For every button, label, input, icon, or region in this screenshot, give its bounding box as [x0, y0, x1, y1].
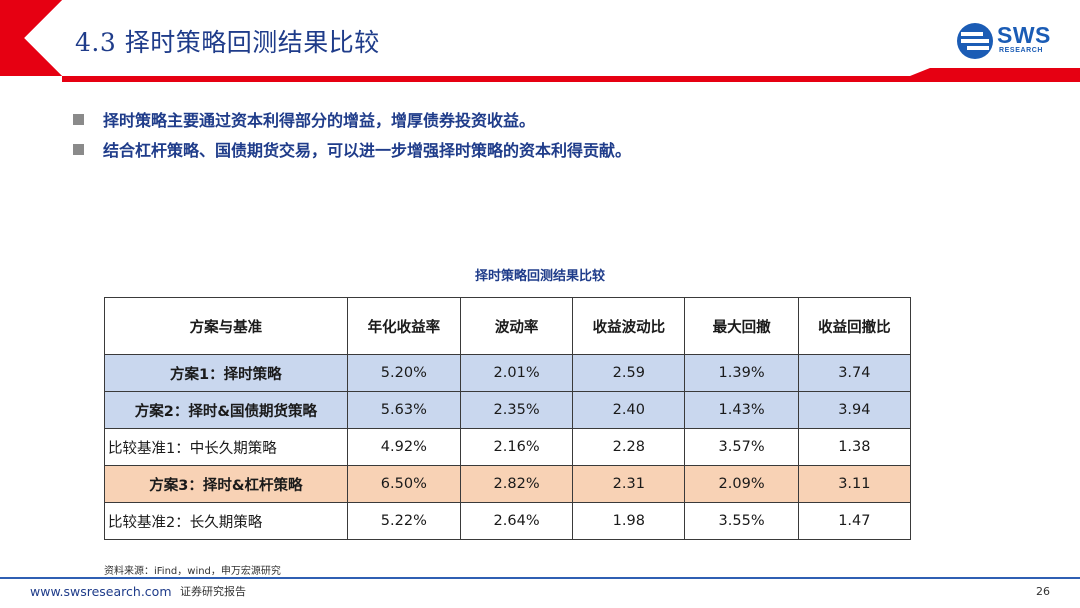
table-cell: 1.38: [797, 428, 912, 466]
table-cell: 5.20%: [346, 354, 461, 392]
table-cell: 3.94: [797, 391, 912, 429]
table-cell: 1.98: [572, 502, 686, 540]
table-cell: 6.50%: [346, 465, 461, 503]
footer-label: 证券研究报告: [180, 585, 246, 598]
table-cell: 5.63%: [346, 391, 461, 429]
table-row: 比较基准2：长久期策略 5.22% 2.64% 1.98 3.55% 1.47: [104, 502, 912, 540]
column-header: 波动率: [459, 297, 574, 355]
table-cell: 1.39%: [684, 354, 799, 392]
table-row: 比较基准1：中长久期策略 4.92% 2.16% 2.28 3.57% 1.38: [104, 428, 912, 466]
table-row: 方案1：择时策略 5.20% 2.01% 2.59 1.39% 3.74: [104, 354, 912, 392]
row-label: 方案2：择时&国债期货策略: [104, 391, 348, 429]
table-cell: 3.57%: [684, 428, 799, 466]
table-cell: 3.55%: [684, 502, 799, 540]
footer-website-link[interactable]: www.swsresearch.com: [30, 584, 172, 599]
table-row: 方案3：择时&杠杆策略 6.50% 2.82% 2.31 2.09% 3.11: [104, 465, 912, 503]
logo-text: SWS: [997, 22, 1051, 48]
table-cell: 2.31: [572, 465, 686, 503]
table-cell: 3.11: [797, 465, 912, 503]
table-cell: 4.92%: [346, 428, 461, 466]
column-header: 方案与基准: [104, 297, 348, 355]
square-bullet-icon: [73, 143, 84, 155]
bullet-item: 择时策略主要通过资本利得部分的增益，增厚债券投资收益。: [73, 104, 631, 134]
bullet-text: 择时策略主要通过资本利得部分的增益，增厚债券投资收益。: [103, 111, 536, 130]
table-cell: 2.28: [572, 428, 686, 466]
page-number: 26: [1036, 585, 1050, 598]
square-bullet-icon: [73, 113, 84, 125]
page-title: 4.3 择时策略回测结果比较: [75, 28, 380, 57]
bullet-item: 结合杠杆策略、国债期货交易，可以进一步增强择时策略的资本利得贡献。: [73, 134, 631, 164]
header-banner: [0, 0, 1080, 82]
table-row: 方案2：择时&国债期货策略 5.63% 2.35% 2.40 1.43% 3.9…: [104, 391, 912, 429]
column-header: 收益波动比: [572, 297, 686, 355]
row-label: 比较基准1：中长久期策略: [104, 428, 348, 466]
table-cell: 2.40: [572, 391, 686, 429]
table-cell: 2.82%: [459, 465, 574, 503]
footer-divider: [0, 577, 1080, 579]
source-note: 资料来源：iFind，wind，申万宏源研究: [104, 566, 281, 577]
column-header: 收益回撤比: [797, 297, 912, 355]
table-cell: 3.74: [797, 354, 912, 392]
table-cell: 2.01%: [459, 354, 574, 392]
row-label: 方案1：择时策略: [104, 354, 348, 392]
table-header-row: 方案与基准 年化收益率 波动率 收益波动比 最大回撤 收益回撤比: [104, 297, 912, 355]
table-cell: 1.47: [797, 502, 912, 540]
bullet-text: 结合杠杆策略、国债期货交易，可以进一步增强择时策略的资本利得贡献。: [103, 141, 632, 160]
table-cell: 2.09%: [684, 465, 799, 503]
logo-subtext: RESEARCH: [999, 47, 1044, 54]
bullet-list: 择时策略主要通过资本利得部分的增益，增厚债券投资收益。 结合杠杆策略、国债期货交…: [73, 104, 631, 164]
table-cell: 2.59: [572, 354, 686, 392]
table-cell: 5.22%: [346, 502, 461, 540]
row-label: 方案3：择时&杠杆策略: [104, 465, 348, 503]
table-cell: 2.16%: [459, 428, 574, 466]
table-caption: 择时策略回测结果比较: [474, 269, 605, 284]
row-label: 比较基准2：长久期策略: [104, 502, 348, 540]
column-header: 年化收益率: [346, 297, 461, 355]
table-cell: 2.35%: [459, 391, 574, 429]
table-cell: 2.64%: [459, 502, 574, 540]
backtest-results-table: 方案与基准 年化收益率 波动率 收益波动比 最大回撤 收益回撤比 方案1：择时策…: [104, 297, 912, 540]
sws-logo: SWS RESEARCH: [955, 21, 1060, 61]
table-cell: 1.43%: [684, 391, 799, 429]
sws-logo-icon: [957, 23, 993, 59]
column-header: 最大回撤: [684, 297, 799, 355]
